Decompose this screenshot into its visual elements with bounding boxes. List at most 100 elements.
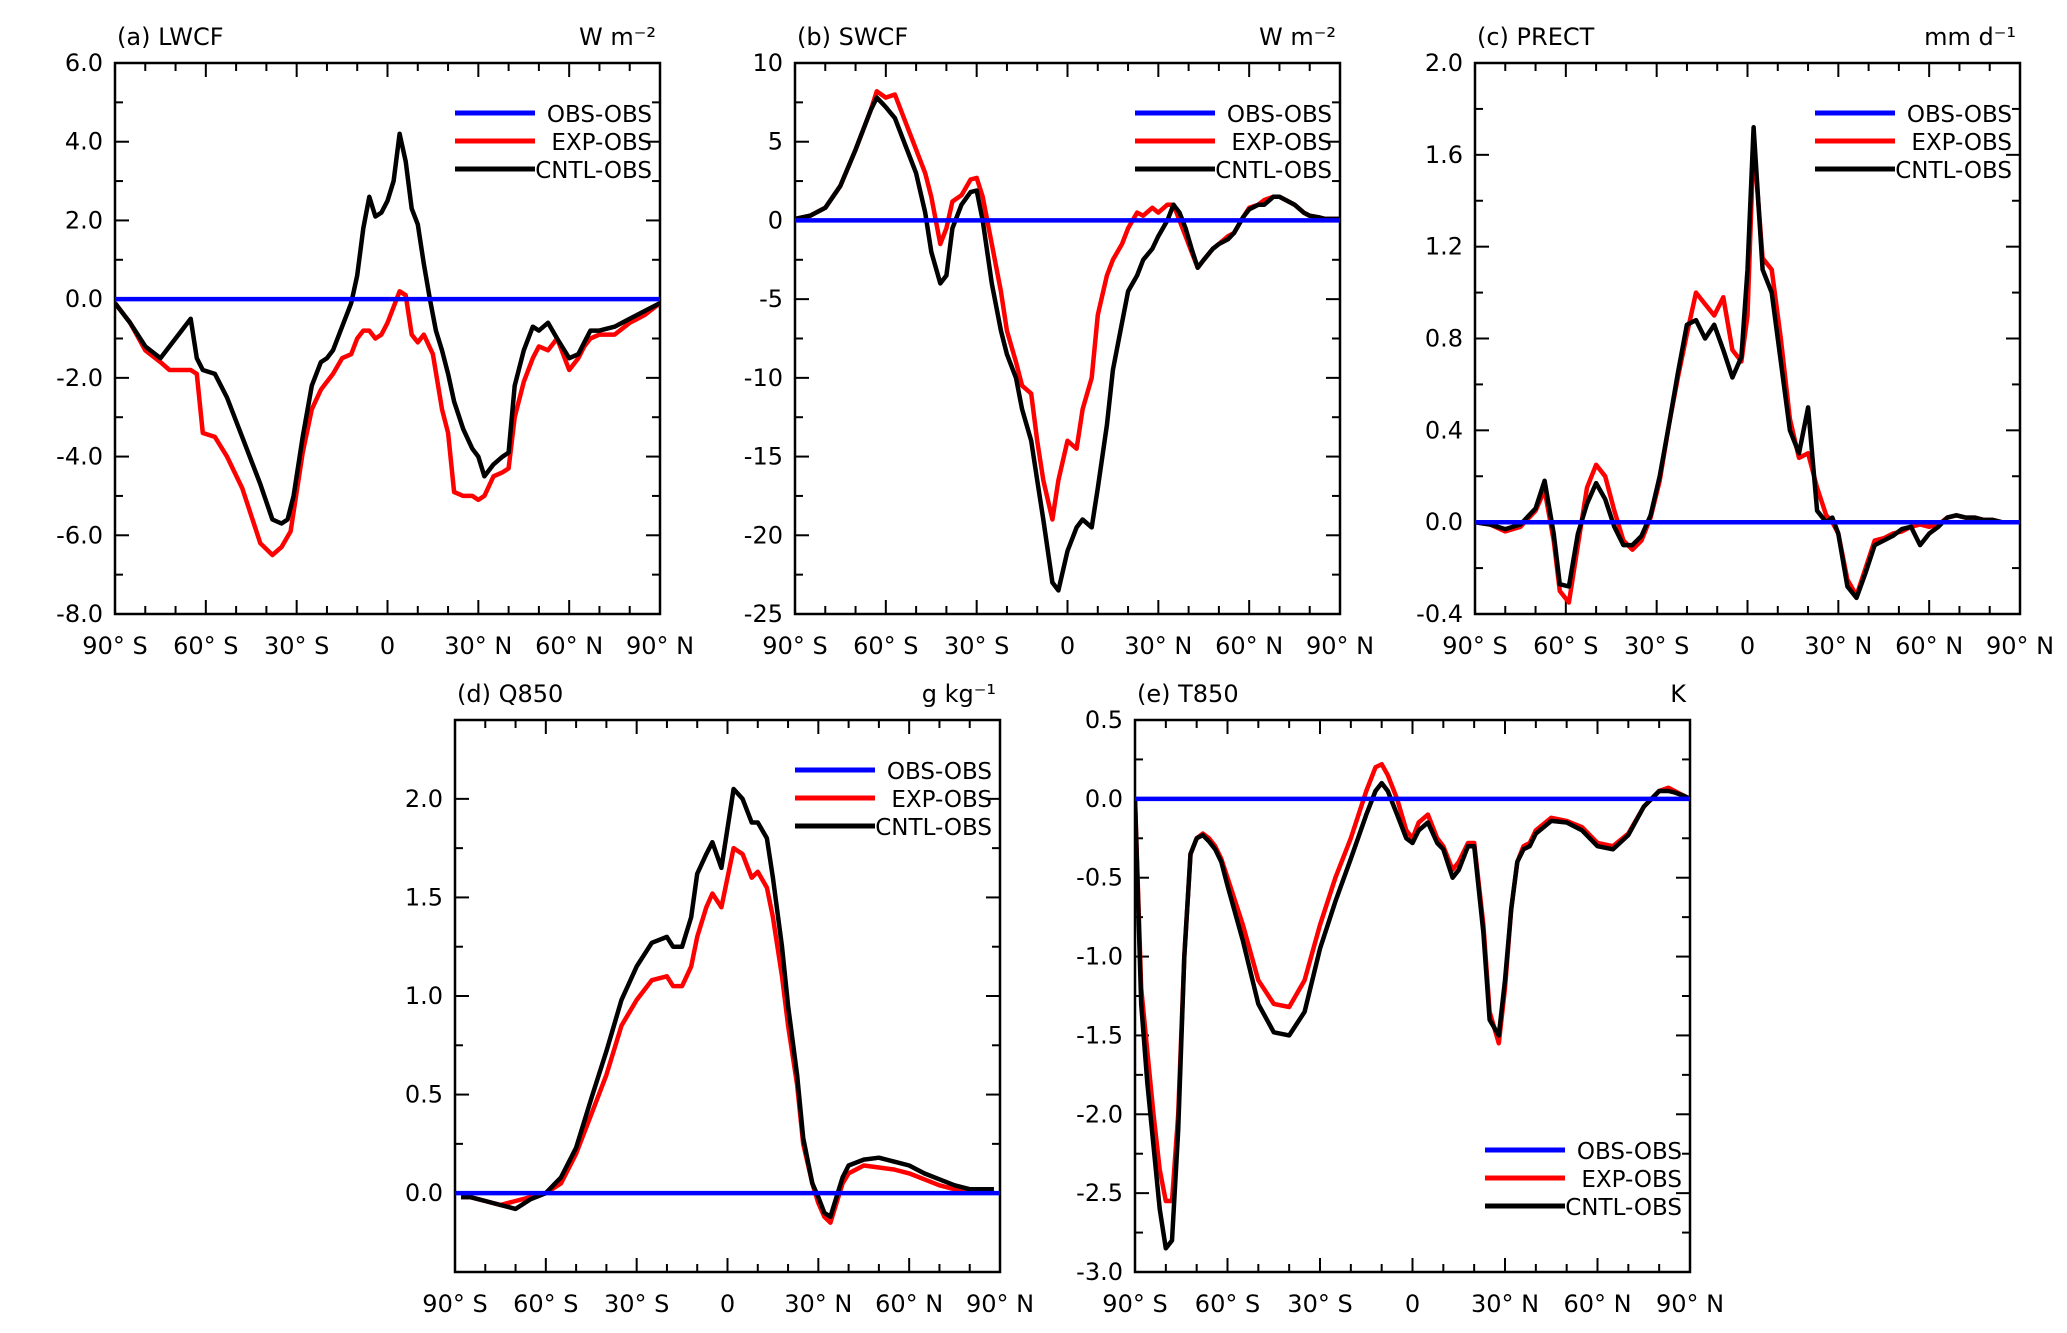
y-tick-label: 10 xyxy=(752,49,783,77)
y-tick-label: 6.0 xyxy=(65,49,103,77)
x-tick-label: 60° N xyxy=(875,1290,943,1318)
series-line-exp-obs xyxy=(1135,761,1690,1204)
y-tick-label: -0.4 xyxy=(1416,600,1463,628)
x-tick-label: 0 xyxy=(1405,1290,1420,1318)
panel-b: 90° S 60° S 30° S 0 30° N 60° N 90° N -25 -20 -15… xyxy=(744,23,1374,660)
x-tick-label: 30° N xyxy=(784,1290,852,1318)
y-tick-label: -20 xyxy=(744,521,783,549)
y-tick-label: -1.0 xyxy=(1076,943,1123,971)
y-tick-label: 0.4 xyxy=(1425,416,1463,444)
x-tick-label: 90° S xyxy=(1102,1290,1167,1318)
panel-a: 90° S 60° S 30° S 0 30° N 60° N 90° N -8.0 -6.0 -… xyxy=(56,23,694,660)
y-tick-label: 0 xyxy=(768,206,783,234)
x-tick-label: 60° S xyxy=(173,632,238,660)
y-tick-label: 0.0 xyxy=(405,1179,443,1207)
legend-label: OBS-OBS xyxy=(547,102,652,128)
series-line-cntl-obs xyxy=(461,786,994,1220)
legend-label: EXP-OBS xyxy=(891,787,992,813)
y-tick-label: 5 xyxy=(768,128,783,156)
x-tick-label: 90° N xyxy=(1656,1290,1724,1318)
y-tick-label: 0.0 xyxy=(65,285,103,313)
panel-units: g kg⁻¹ xyxy=(922,680,996,708)
y-tick-label: 2.0 xyxy=(405,785,443,813)
panel-c: 90° S 60° S 30° S 0 30° N 60° N 90° N -0.4 0.0 0.… xyxy=(1416,23,2054,660)
y-tick-label: 2.0 xyxy=(65,206,103,234)
x-tick-label: 60° N xyxy=(1563,1290,1631,1318)
y-tick-label: -2.0 xyxy=(1076,1100,1123,1128)
y-tick-label: -2.0 xyxy=(56,364,103,392)
x-tick-label: 0 xyxy=(380,632,395,660)
x-tick-label: 90° N xyxy=(1986,632,2054,660)
x-tick-label: 90° S xyxy=(762,632,827,660)
y-tick-label: -1.5 xyxy=(1076,1021,1123,1049)
x-tick-label: 60° S xyxy=(1195,1290,1260,1318)
y-tick-label: 0.5 xyxy=(405,1081,443,1109)
x-tick-label: 0 xyxy=(1740,632,1755,660)
legend-label: OBS-OBS xyxy=(1907,102,2012,128)
panel-units: W m⁻² xyxy=(1259,23,1336,51)
x-tick-label: 60° S xyxy=(1533,632,1598,660)
legend-label: CNTL-OBS xyxy=(535,158,652,184)
panel-title: (e) T850 xyxy=(1137,680,1239,708)
legend-label: CNTL-OBS xyxy=(875,815,992,841)
panel-d: 90° S 60° S 30° S 0 30° N 60° N 90° N 0.0 0.5 1.0… xyxy=(405,680,1034,1318)
legend-label: EXP-OBS xyxy=(1581,1167,1682,1193)
x-tick-label: 30° S xyxy=(264,632,329,660)
x-tick-label: 90° S xyxy=(82,632,147,660)
series-line-cntl-obs xyxy=(1135,780,1690,1251)
x-tick-label: 30° N xyxy=(1471,1290,1539,1318)
y-tick-label: -10 xyxy=(744,364,783,392)
y-tick-label: 1.6 xyxy=(1425,141,1463,169)
y-tick-label: -8.0 xyxy=(56,600,103,628)
x-tick-label: 90° N xyxy=(966,1290,1034,1318)
panel-units: mm d⁻¹ xyxy=(1924,23,2016,51)
x-tick-label: 90° N xyxy=(1306,632,1374,660)
x-tick-label: 90° S xyxy=(422,1290,487,1318)
y-tick-label: -5 xyxy=(759,285,783,313)
legend-label: OBS-OBS xyxy=(1227,102,1332,128)
x-tick-label: 60° S xyxy=(513,1290,578,1318)
x-tick-label: 0 xyxy=(1060,632,1075,660)
y-tick-label: 4.0 xyxy=(65,128,103,156)
x-tick-label: 30° S xyxy=(944,632,1009,660)
x-tick-label: 60° N xyxy=(1895,632,1963,660)
legend-label: EXP-OBS xyxy=(1911,130,2012,156)
y-tick-label: -15 xyxy=(744,443,783,471)
legend-label: CNTL-OBS xyxy=(1215,158,1332,184)
y-tick-label: 1.0 xyxy=(405,982,443,1010)
x-tick-label: 30° N xyxy=(1124,632,1192,660)
x-tick-label: 30° S xyxy=(604,1290,669,1318)
panel-title: (c) PRECT xyxy=(1477,23,1595,51)
y-tick-label: -3.0 xyxy=(1076,1258,1123,1286)
x-tick-label: 0 xyxy=(720,1290,735,1318)
y-tick-label: -25 xyxy=(744,600,783,628)
panel-e: 90° S 60° S 30° S 0 30° N 60° N 90° N -3.0 -2.5 -… xyxy=(1076,680,1724,1318)
legend-label: OBS-OBS xyxy=(887,759,992,785)
x-tick-label: 60° N xyxy=(1215,632,1283,660)
panel-title: (a) LWCF xyxy=(117,23,224,51)
series-line-exp-obs xyxy=(1475,138,2020,605)
panel-units: W m⁻² xyxy=(579,23,656,51)
y-tick-label: 0.0 xyxy=(1425,508,1463,536)
y-tick-label: 1.2 xyxy=(1425,233,1463,261)
series-line-cntl-obs xyxy=(1475,125,2020,601)
x-tick-label: 30° S xyxy=(1287,1290,1352,1318)
series-line-exp-obs xyxy=(115,289,660,558)
y-tick-label: -0.5 xyxy=(1076,864,1123,892)
x-tick-label: 30° N xyxy=(1804,632,1872,660)
y-tick-label: 1.5 xyxy=(405,883,443,911)
y-tick-label: -2.5 xyxy=(1076,1179,1123,1207)
x-tick-label: 30° N xyxy=(444,632,512,660)
x-tick-label: 90° N xyxy=(626,632,694,660)
series-line-cntl-obs xyxy=(115,131,660,526)
x-tick-label: 60° S xyxy=(853,632,918,660)
legend-label: EXP-OBS xyxy=(551,130,652,156)
y-tick-label: 0.0 xyxy=(1085,785,1123,813)
panel-title: (d) Q850 xyxy=(457,680,563,708)
legend-label: CNTL-OBS xyxy=(1895,158,2012,184)
y-tick-label: -6.0 xyxy=(56,521,103,549)
y-tick-label: 0.5 xyxy=(1085,706,1123,734)
y-tick-label: 0.8 xyxy=(1425,325,1463,353)
legend-label: OBS-OBS xyxy=(1577,1139,1682,1165)
